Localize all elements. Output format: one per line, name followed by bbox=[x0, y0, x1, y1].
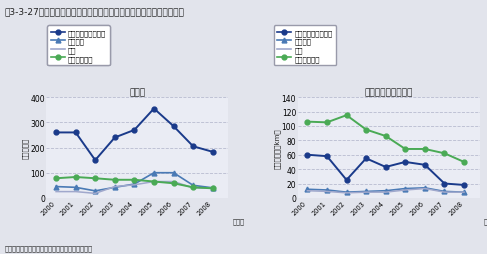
Text: 嘶3-3-27　主要生鮮野菜４品目の輸入量とフード・マイレージの推移: 嘶3-3-27 主要生鮮野菜４品目の輸入量とフード・マイレージの推移 bbox=[5, 8, 185, 17]
Text: 資料：（独）国立環境研究所資料より環境省作成: 資料：（独）国立環境研究所資料より環境省作成 bbox=[5, 245, 93, 251]
Title: 輸入量: 輸入量 bbox=[129, 88, 146, 97]
Y-axis label: （千トン）: （千トン） bbox=[22, 137, 29, 158]
Y-axis label: （百万トン・km）: （百万トン・km） bbox=[274, 128, 281, 168]
Title: フード・マイレージ: フード・マイレージ bbox=[364, 88, 413, 97]
Text: （年）: （年） bbox=[233, 217, 244, 224]
Legend: たまねぎ（一般品）, にんじん, ねぎ, ブロッコリー: たまねぎ（一般品）, にんじん, ねぎ, ブロッコリー bbox=[274, 26, 337, 66]
Legend: たまねぎ（一般品）, にんじん, ねぎ, ブロッコリー: たまねぎ（一般品）, にんじん, ねぎ, ブロッコリー bbox=[47, 26, 110, 66]
Text: （年）: （年） bbox=[484, 217, 487, 224]
